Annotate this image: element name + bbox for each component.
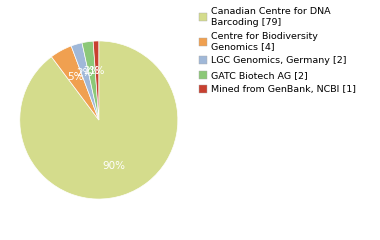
Wedge shape xyxy=(93,41,99,120)
Legend: Canadian Centre for DNA
Barcoding [79], Centre for Biodiversity
Genomics [4], LG: Canadian Centre for DNA Barcoding [79], … xyxy=(198,7,356,94)
Wedge shape xyxy=(51,46,99,120)
Text: 1%: 1% xyxy=(89,66,105,76)
Text: 2%: 2% xyxy=(84,66,100,77)
Wedge shape xyxy=(20,41,178,199)
Wedge shape xyxy=(71,43,99,120)
Text: 90%: 90% xyxy=(103,162,126,172)
Wedge shape xyxy=(82,41,99,120)
Text: 2%: 2% xyxy=(77,68,93,78)
Text: 5%: 5% xyxy=(67,72,84,82)
